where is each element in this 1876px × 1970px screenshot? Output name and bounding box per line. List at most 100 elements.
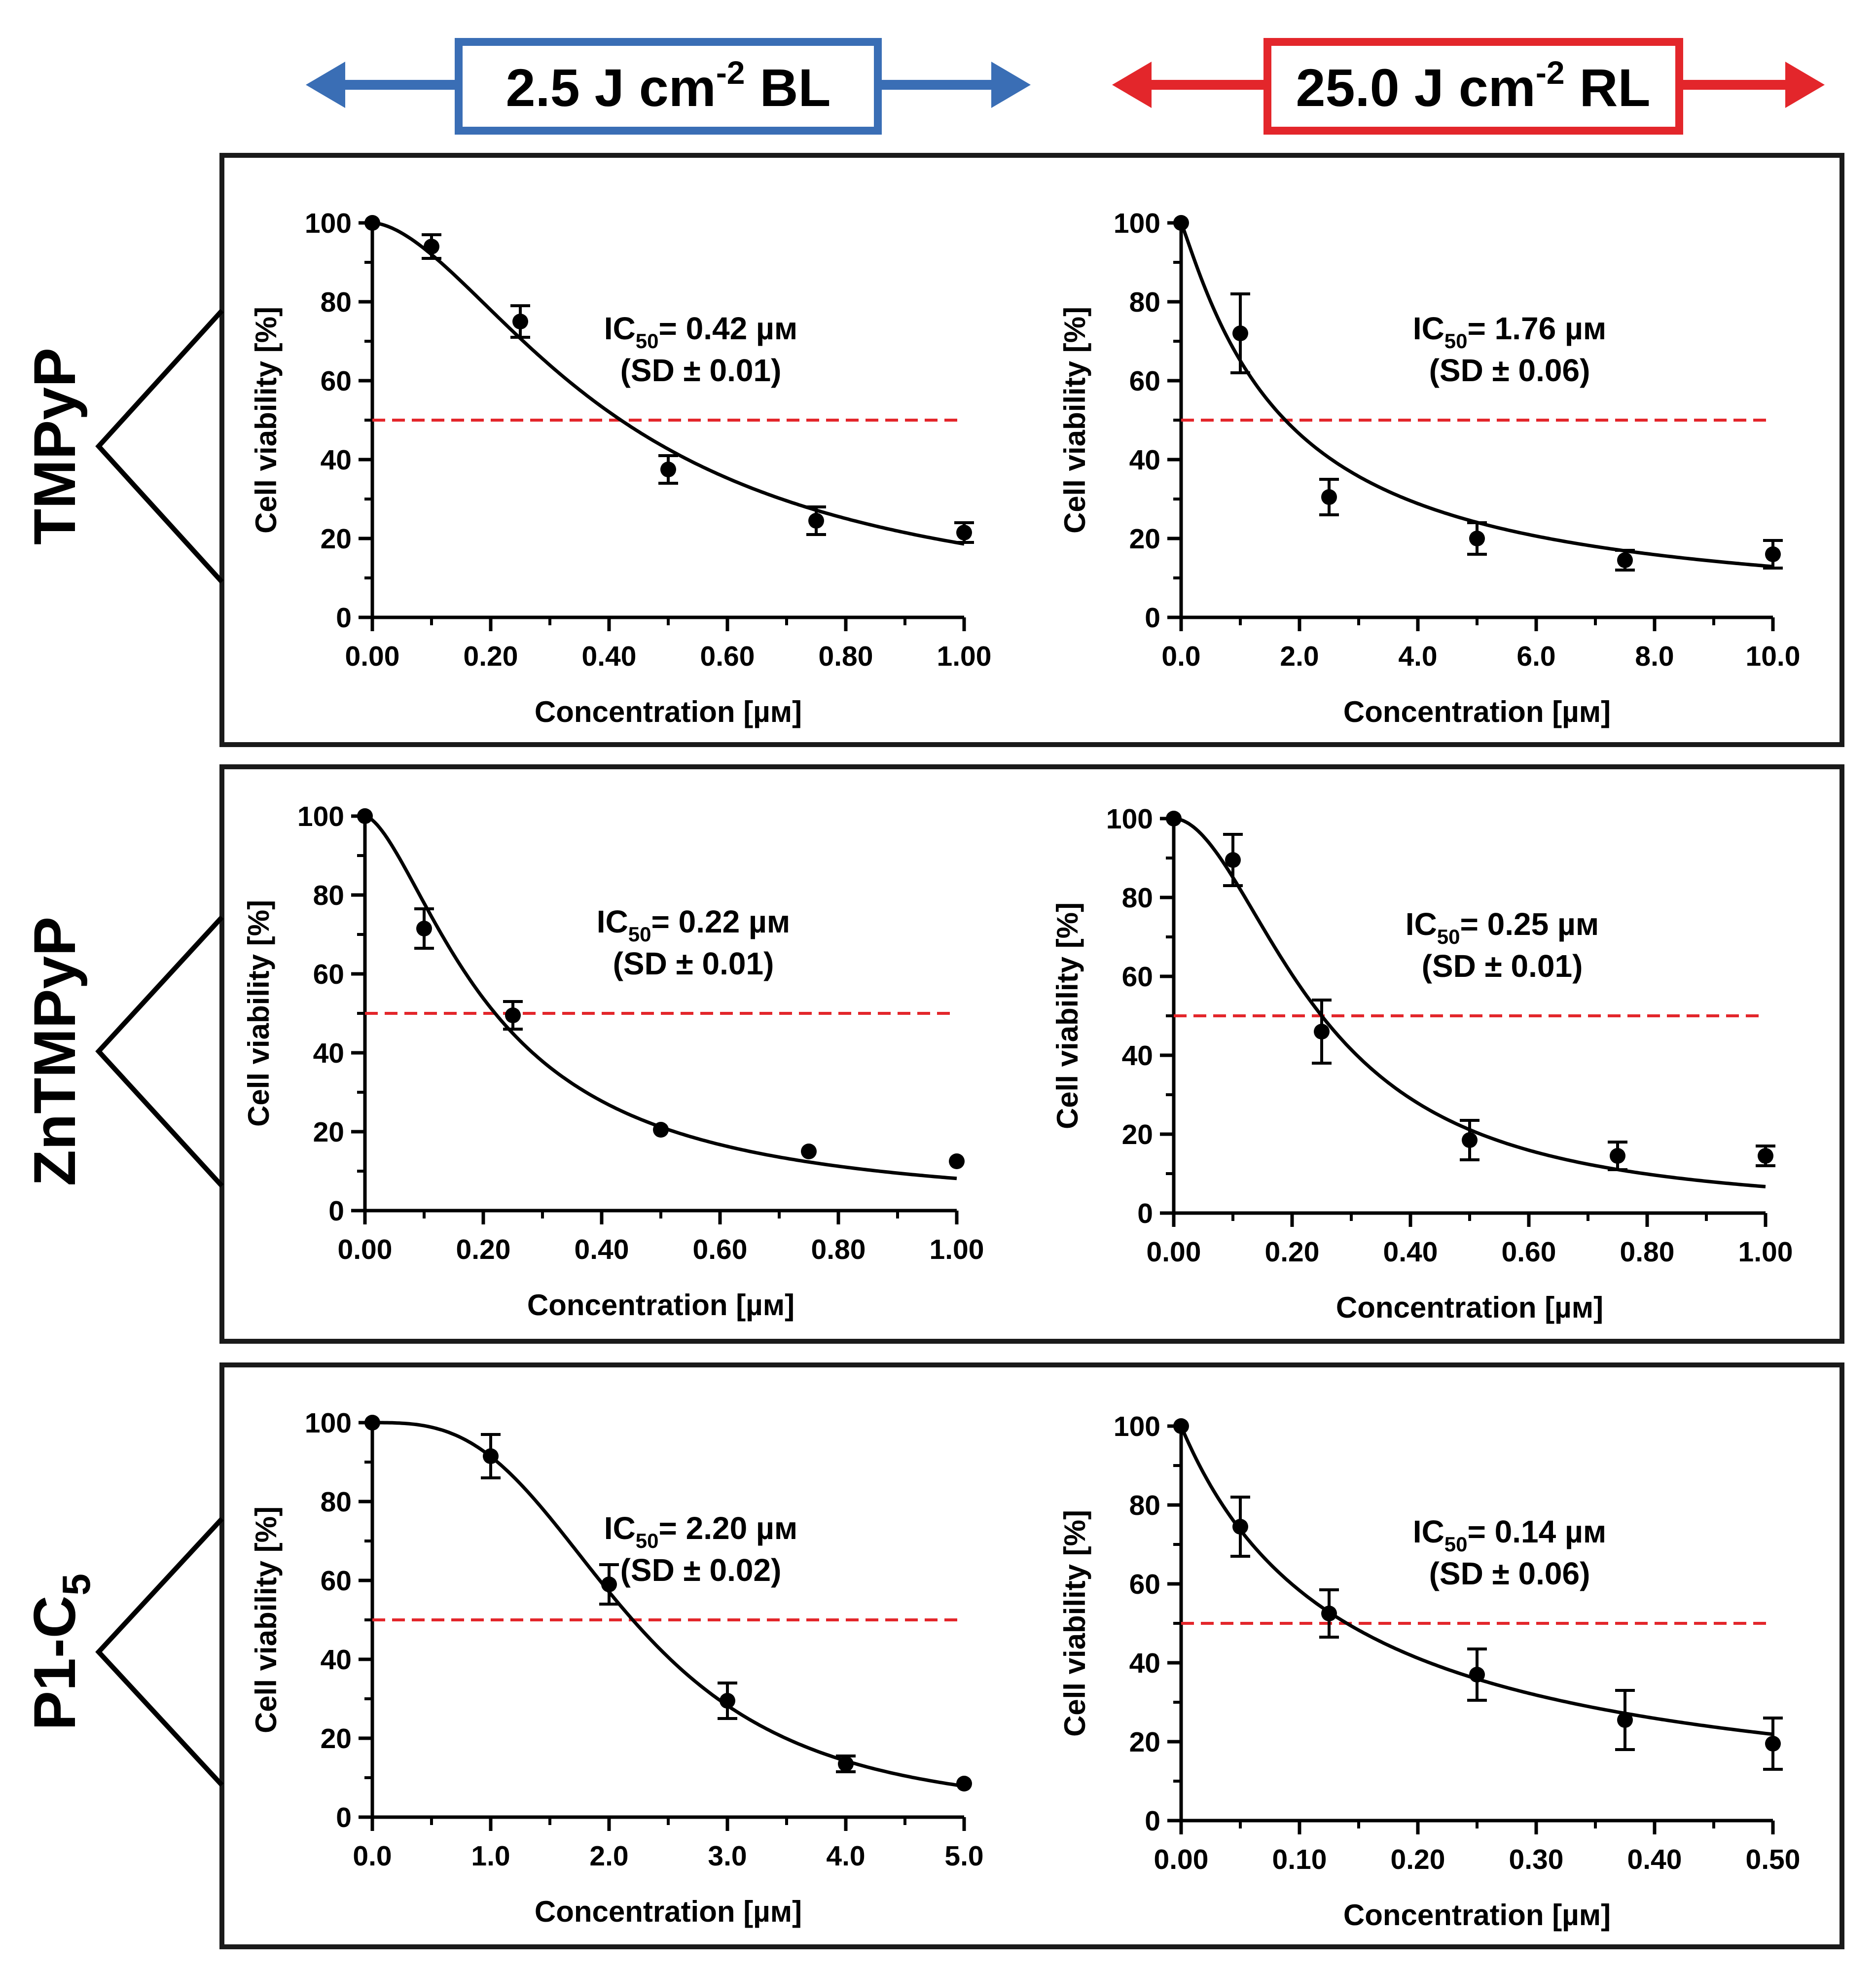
ic50-subscript: 50	[1444, 329, 1468, 353]
y-tick-label: 40	[1129, 444, 1160, 476]
ic50-value: = 0.22 µм	[651, 904, 791, 939]
y-tick-label: 100	[305, 1407, 352, 1439]
y-tick-label: 60	[321, 1565, 352, 1597]
ic50-value: = 0.25 µм	[1460, 906, 1599, 942]
y-tick-label: 60	[1122, 961, 1153, 993]
fit-curve	[1179, 222, 1773, 569]
x-axis-label: Concentration [µм]	[527, 1289, 794, 1322]
y-axis-label: Cell viability [%]	[250, 1506, 283, 1733]
y-tick-label: 40	[1129, 1648, 1160, 1679]
x-tick-label: 0.60	[700, 641, 755, 672]
y-tick-label: 0	[336, 1802, 352, 1833]
arrowhead-right-icon	[1785, 62, 1825, 108]
y-tick-label: 100	[297, 801, 344, 832]
row-bracket-zntmpyp	[95, 915, 224, 1188]
arrowhead-left-icon	[1112, 62, 1152, 108]
data-point	[416, 921, 432, 936]
x-tick-label: 8.0	[1635, 641, 1674, 672]
y-tick-label: 80	[321, 287, 352, 318]
chart-4: 0 20 40 60 80 100 0.00 0.20 0.40 0.60 0.80 1.00 Conc…	[1051, 803, 1793, 1324]
data-point	[357, 808, 373, 824]
data-point	[1321, 1606, 1337, 1621]
rl-label: 25.0 J cm-2 RL	[1296, 54, 1650, 117]
x-tick-label: 1.00	[1738, 1236, 1793, 1268]
data-point	[1173, 1418, 1189, 1434]
x-tick-label: 0.20	[456, 1234, 511, 1265]
compound-label-tmpyp: TMPyP	[22, 348, 88, 545]
y-tick-label: 20	[321, 1723, 352, 1755]
x-axis-label: Concentration [µм]	[535, 1895, 802, 1928]
y-tick-label: 80	[1129, 287, 1160, 318]
data-point	[949, 1153, 965, 1169]
x-tick-label: 0.00	[338, 1234, 393, 1265]
y-tick-label: 40	[1122, 1040, 1153, 1072]
x-tick-label: 1.00	[930, 1234, 984, 1265]
data-point	[1232, 1519, 1248, 1535]
x-tick-label: 0.20	[464, 641, 518, 672]
data-point	[1469, 1667, 1485, 1683]
data-point	[1610, 1148, 1625, 1164]
y-axis-label: Cell viability [%]	[1051, 902, 1084, 1129]
ic50-label: IC50= 0.22 µм	[597, 904, 790, 946]
x-tick-label: 1.0	[471, 1840, 510, 1872]
chart-5: 0 20 40 60 80 100 0.0 1.0 2.0 3.0 4.0 5.0 Concentrat…	[250, 1407, 984, 1928]
data-point	[364, 1415, 380, 1431]
sd-label: (SD ± 0.01)	[1422, 948, 1583, 984]
data-point	[1173, 215, 1189, 231]
x-tick-label: 0.60	[693, 1234, 748, 1265]
data-point	[505, 1007, 521, 1023]
ic50-label: IC50= 0.14 µм	[1413, 1514, 1606, 1556]
y-axis-label: Cell viability [%]	[250, 307, 283, 534]
y-tick-label: 100	[305, 208, 352, 239]
data-point	[1617, 552, 1633, 568]
x-tick-label: 0.40	[1383, 1236, 1438, 1268]
row-panel-p1c5	[219, 1362, 1844, 1949]
data-point	[364, 215, 380, 231]
ic50-label: IC50= 0.42 µм	[604, 311, 797, 353]
y-tick-label: 60	[1129, 365, 1160, 397]
ic50-label: IC50= 0.25 µм	[1406, 906, 1599, 948]
x-tick-label: 0.20	[1391, 1844, 1445, 1875]
y-axis-label: Cell viability [%]	[1058, 1510, 1091, 1737]
data-point	[660, 462, 676, 477]
y-tick-label: 20	[1129, 523, 1160, 555]
ic50-subscript: 50	[636, 329, 659, 353]
y-tick-label: 100	[1114, 208, 1160, 239]
sd-label: (SD ± 0.01)	[620, 353, 782, 388]
y-tick-label: 60	[321, 365, 352, 397]
row-bracket-p1c5	[95, 1517, 224, 1787]
ic50-prefix: IC	[604, 311, 636, 346]
ic50-subscript: 50	[1437, 925, 1460, 948]
y-tick-label: 80	[321, 1486, 352, 1518]
data-point	[1166, 811, 1182, 826]
x-tick-label: 0.80	[819, 641, 873, 672]
x-axis-label: Concentration [µм]	[1336, 1291, 1603, 1324]
y-tick-label: 40	[313, 1038, 344, 1069]
ic50-prefix: IC	[597, 904, 628, 939]
data-point	[956, 525, 972, 540]
x-tick-label: 2.0	[1280, 641, 1319, 672]
y-tick-label: 20	[321, 523, 352, 555]
data-point	[512, 314, 528, 329]
bl-label: 2.5 J cm-2 BL	[506, 54, 831, 117]
ic50-value: = 2.20 µм	[659, 1510, 798, 1546]
data-point	[1469, 531, 1485, 546]
arrowhead-right-icon	[991, 62, 1031, 108]
y-tick-label: 60	[1129, 1569, 1160, 1600]
data-point	[1758, 1148, 1773, 1164]
fit-curve	[372, 221, 965, 546]
y-tick-label: 80	[313, 880, 344, 911]
x-tick-label: 10.0	[1746, 641, 1801, 672]
x-axis-label: Concentration [µм]	[1343, 695, 1611, 728]
x-tick-label: 2.0	[589, 1840, 628, 1872]
y-tick-label: 0	[1145, 602, 1160, 634]
ic50-value: = 0.14 µм	[1468, 1514, 1607, 1549]
y-tick-label: 80	[1129, 1490, 1160, 1521]
x-tick-label: 6.0	[1516, 641, 1555, 672]
x-tick-label: 0.80	[1620, 1236, 1675, 1268]
ic50-prefix: IC	[1413, 311, 1444, 346]
data-point	[1225, 852, 1241, 868]
fit-curve	[372, 1421, 965, 1788]
ic50-label: IC50= 2.20 µм	[604, 1510, 797, 1552]
x-tick-label: 5.0	[944, 1840, 983, 1872]
